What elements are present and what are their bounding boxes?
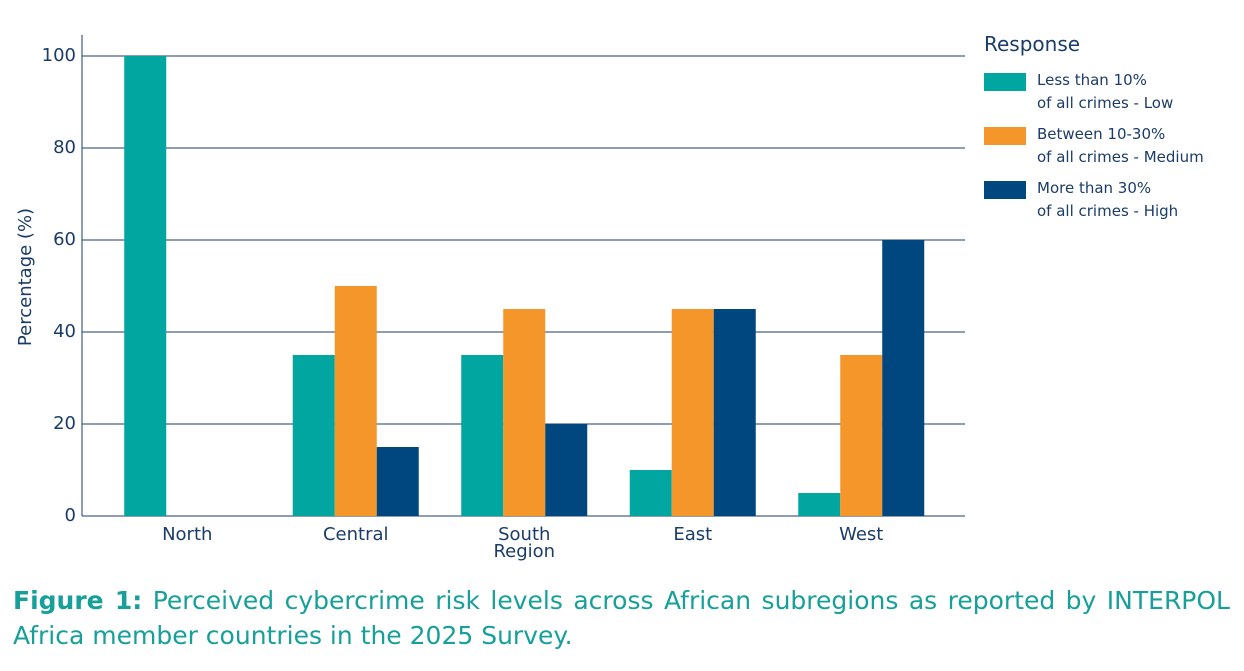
bar [629,470,672,516]
legend-label: Between 10-30% of all crimes - Medium [1037,125,1204,166]
y-tick-label: 80 [53,137,76,158]
y-tick-label: 0 [65,505,76,526]
x-tick-label: South Region [493,524,556,562]
x-tick-label: Central [322,524,389,545]
caption-text: Perceived cybercrime risk levels across … [13,586,1230,650]
bar [376,447,419,516]
x-tick-label: North [162,524,213,545]
x-tick-label: East [673,524,713,545]
caption-label: Figure 1: [13,586,143,615]
legend-swatch [984,181,1026,199]
bar [840,355,883,516]
bar [124,56,167,516]
bar [503,309,546,516]
legend-title: Response [984,32,1081,56]
y-tick-label: 100 [42,45,76,66]
y-tick-label: 60 [53,229,76,250]
bar [545,424,588,516]
chart: Percentage (%) 0 20 40 60 80 100 [15,35,965,526]
bar [798,493,841,516]
bar [292,355,335,516]
y-tick-label: 20 [53,413,76,434]
x-tick-label: West [839,524,884,545]
y-tick-label: 40 [53,321,76,342]
bar [671,309,714,516]
legend-label: Less than 10% of all crimes - Low [1037,71,1174,112]
bar [713,309,756,516]
y-axis-label: Percentage (%) [15,208,36,346]
bar [882,240,925,516]
caption: Figure 1: Perceived cybercrime risk leve… [13,583,1230,653]
bar [334,286,377,516]
legend-label: More than 30% of all crimes - High [1037,179,1179,220]
legend-swatch [984,73,1026,91]
bar [461,355,504,516]
legend-swatch [984,127,1026,145]
